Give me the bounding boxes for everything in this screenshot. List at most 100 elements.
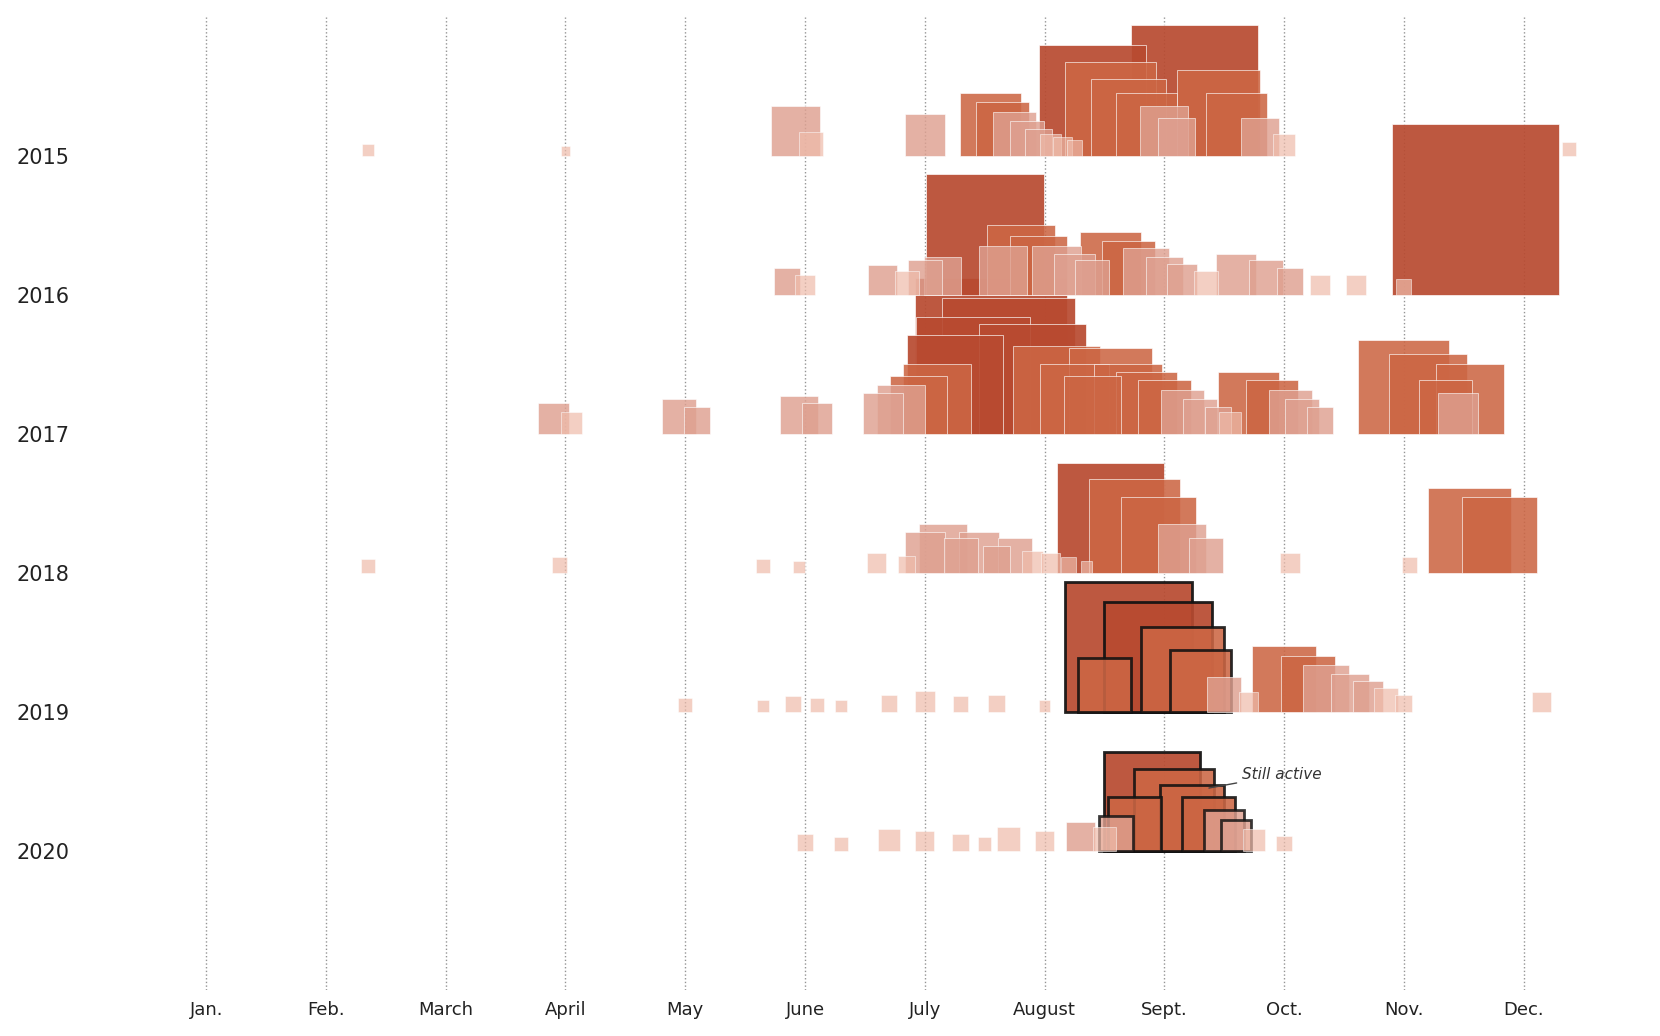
Bar bbox=[953, 834, 969, 852]
Bar bbox=[1023, 551, 1044, 573]
Bar bbox=[1428, 488, 1511, 573]
Bar bbox=[1076, 260, 1109, 295]
Bar bbox=[1205, 407, 1232, 434]
Bar bbox=[1277, 836, 1291, 852]
Bar bbox=[1268, 390, 1311, 434]
Bar bbox=[1217, 254, 1257, 295]
Bar bbox=[1139, 380, 1190, 434]
Bar bbox=[538, 403, 569, 434]
Bar bbox=[978, 246, 1026, 295]
Bar bbox=[1089, 480, 1180, 573]
Bar bbox=[905, 531, 945, 573]
Bar bbox=[1104, 752, 1200, 852]
Bar bbox=[986, 225, 1054, 295]
Bar bbox=[810, 698, 823, 712]
Bar bbox=[1285, 399, 1320, 434]
Bar bbox=[1107, 797, 1160, 852]
Bar bbox=[1374, 688, 1398, 712]
Bar bbox=[925, 257, 961, 295]
Bar bbox=[1220, 412, 1242, 434]
Bar bbox=[943, 538, 978, 573]
Bar bbox=[1041, 364, 1109, 434]
Bar bbox=[684, 407, 710, 434]
Bar bbox=[1160, 785, 1223, 852]
Bar bbox=[1116, 93, 1177, 155]
Bar bbox=[915, 278, 1067, 434]
Bar bbox=[797, 834, 813, 852]
Bar bbox=[1396, 280, 1411, 295]
Bar bbox=[1358, 340, 1449, 434]
Bar bbox=[833, 837, 848, 852]
Bar bbox=[1061, 557, 1076, 573]
Bar bbox=[878, 829, 900, 852]
Bar bbox=[1280, 553, 1300, 573]
Bar bbox=[1099, 816, 1134, 852]
Bar bbox=[1130, 25, 1258, 155]
Bar bbox=[868, 265, 898, 295]
Bar bbox=[876, 384, 925, 434]
Text: Still active: Still active bbox=[1208, 767, 1321, 788]
Bar bbox=[863, 393, 903, 434]
Bar bbox=[1081, 560, 1092, 573]
Bar bbox=[1081, 232, 1140, 295]
Bar bbox=[1462, 496, 1537, 573]
Bar bbox=[1243, 829, 1265, 852]
Bar bbox=[1033, 246, 1081, 295]
Bar bbox=[362, 559, 375, 573]
Bar bbox=[1157, 117, 1195, 155]
Bar bbox=[662, 399, 696, 434]
Bar bbox=[1039, 700, 1051, 712]
Bar bbox=[1124, 248, 1169, 295]
Bar bbox=[958, 531, 999, 573]
Bar bbox=[1222, 819, 1252, 852]
Bar bbox=[1303, 665, 1350, 712]
Bar bbox=[898, 556, 915, 573]
Bar bbox=[1102, 240, 1155, 295]
Bar bbox=[1218, 372, 1278, 434]
Bar bbox=[978, 837, 991, 852]
Bar bbox=[1242, 117, 1278, 155]
Bar bbox=[1273, 134, 1295, 155]
Bar bbox=[906, 336, 1003, 434]
Bar bbox=[959, 93, 1021, 155]
Bar bbox=[916, 317, 1029, 434]
Bar bbox=[979, 323, 1086, 434]
Bar bbox=[996, 827, 1021, 852]
Bar bbox=[785, 696, 800, 712]
Bar bbox=[1159, 523, 1207, 573]
Bar bbox=[1353, 681, 1383, 712]
Bar bbox=[1054, 254, 1094, 295]
Bar bbox=[880, 695, 896, 712]
Bar bbox=[983, 546, 1009, 573]
Bar bbox=[1014, 346, 1099, 434]
Bar bbox=[835, 700, 847, 712]
Bar bbox=[551, 557, 568, 573]
Bar bbox=[1205, 93, 1267, 155]
Bar bbox=[1562, 142, 1575, 155]
Bar bbox=[953, 696, 968, 712]
Bar bbox=[988, 695, 1004, 712]
Bar bbox=[1140, 627, 1223, 712]
Bar bbox=[1170, 650, 1230, 712]
Bar bbox=[1160, 390, 1204, 434]
Bar bbox=[1064, 581, 1192, 712]
Bar bbox=[1245, 380, 1298, 434]
Bar bbox=[802, 403, 832, 434]
Bar bbox=[1403, 557, 1418, 573]
Bar bbox=[993, 112, 1036, 155]
Bar bbox=[1057, 463, 1164, 573]
Bar bbox=[867, 553, 886, 573]
Bar bbox=[1009, 121, 1044, 155]
Bar bbox=[757, 559, 770, 573]
Bar bbox=[890, 375, 948, 434]
Bar bbox=[915, 691, 935, 712]
Bar bbox=[772, 107, 820, 155]
Bar bbox=[1393, 124, 1559, 295]
Bar bbox=[1092, 827, 1116, 852]
Bar bbox=[1039, 134, 1061, 155]
Bar bbox=[1094, 364, 1162, 434]
Bar bbox=[1189, 538, 1223, 573]
Bar bbox=[1238, 692, 1258, 712]
Bar bbox=[1280, 656, 1335, 712]
Bar bbox=[1066, 822, 1096, 852]
